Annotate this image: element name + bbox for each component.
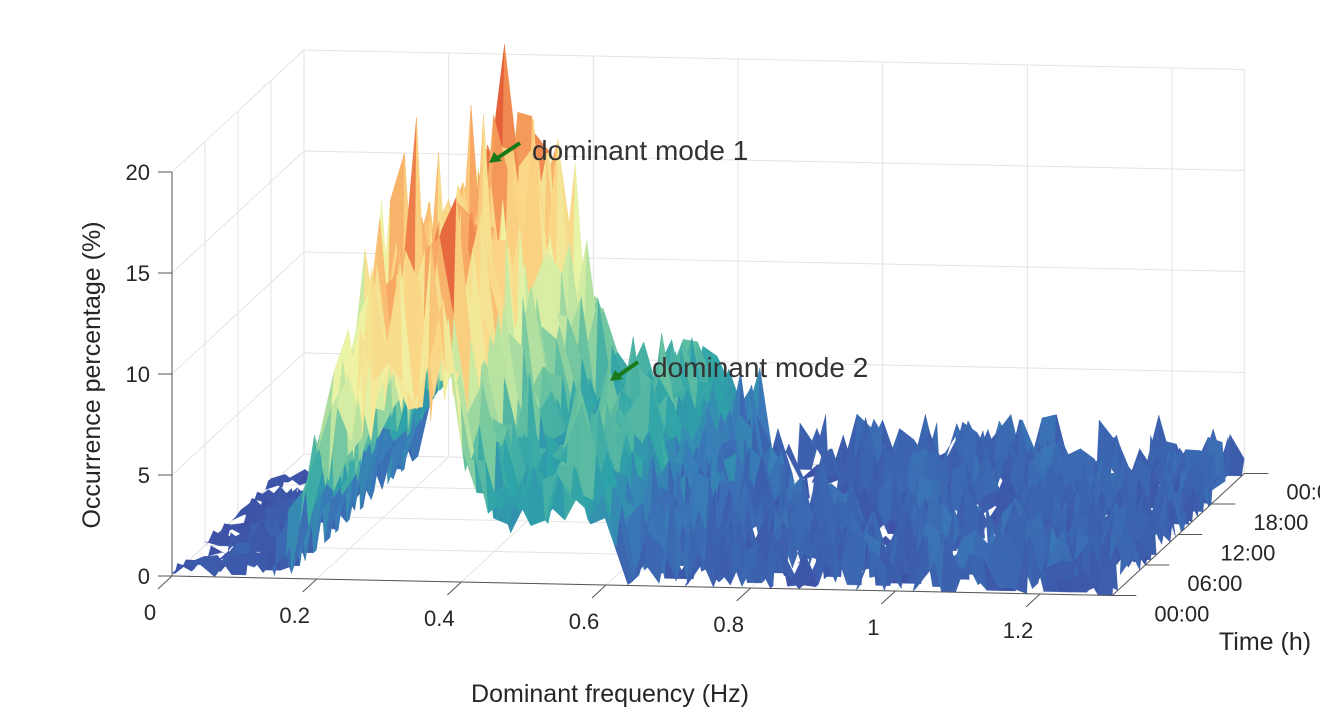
surface-patch — [265, 480, 283, 490]
x-tick — [446, 581, 462, 596]
annotation-mode-2: dominant mode 2 — [610, 352, 868, 383]
z-axis-label: Occurrence percentage (%) — [78, 221, 106, 528]
surface-patch — [1012, 534, 1030, 594]
surface-patch — [798, 577, 817, 590]
arrowhead-icon — [489, 152, 502, 163]
surface-patch — [200, 555, 218, 578]
surface-patch — [174, 562, 192, 574]
x-tick — [157, 575, 173, 590]
surface-patch — [228, 552, 247, 576]
annotation-text: dominant mode 2 — [652, 352, 868, 383]
x-axis-line — [171, 575, 1113, 596]
z-tick-label: 10 — [126, 362, 150, 387]
z-tick-label: 20 — [126, 160, 150, 185]
y-tick-label: 00:00 — [1286, 480, 1320, 505]
surface-patch — [207, 545, 226, 557]
surface-patch — [1227, 434, 1245, 477]
x-tick-label: 0.2 — [279, 603, 310, 628]
surface-patch — [613, 543, 631, 586]
z-tick-label: 15 — [126, 261, 150, 286]
surface-plot — [171, 44, 1245, 596]
surface-patch — [884, 548, 902, 591]
arrowhead-icon — [610, 370, 623, 381]
z-tick-label: 5 — [138, 463, 150, 488]
surface-patch — [797, 422, 815, 470]
y-axis-label: Time (h) — [1219, 628, 1311, 656]
x-tick-label: 1 — [867, 615, 879, 640]
y-tick-label: 06:00 — [1187, 571, 1242, 596]
surface-patch — [248, 543, 266, 573]
grid-line — [303, 150, 1245, 171]
x-tick — [880, 590, 896, 605]
z-tick-label: 0 — [138, 564, 150, 589]
annotation-text: dominant mode 1 — [532, 135, 748, 166]
x-tick-label: 0.4 — [424, 606, 455, 631]
arrow-icon — [494, 141, 522, 161]
surface-patch — [755, 542, 774, 589]
arrow-icon — [616, 360, 640, 378]
grid-line — [303, 49, 1245, 70]
x-tick — [302, 578, 318, 593]
x-tick-label: 0.6 — [569, 609, 600, 634]
surface-patch — [846, 530, 865, 586]
annotation-mode-1: dominant mode 1 — [489, 135, 748, 166]
y-tick-label: 12:00 — [1220, 541, 1275, 566]
x-axis-label: Dominant frequency (Hz) — [471, 680, 749, 708]
x-tick — [736, 587, 752, 602]
surface-patch — [1119, 516, 1138, 576]
x-tick-label: 0 — [144, 600, 156, 625]
x-tick — [591, 584, 607, 599]
x-tick-label: 1.2 — [1003, 618, 1034, 643]
x-tick-label: 0.8 — [713, 612, 744, 637]
x-tick — [1025, 593, 1041, 608]
y-tick-label: 18:00 — [1253, 510, 1308, 535]
y-tick-label: 00:00 — [1154, 602, 1209, 627]
surface-patch — [284, 473, 303, 486]
